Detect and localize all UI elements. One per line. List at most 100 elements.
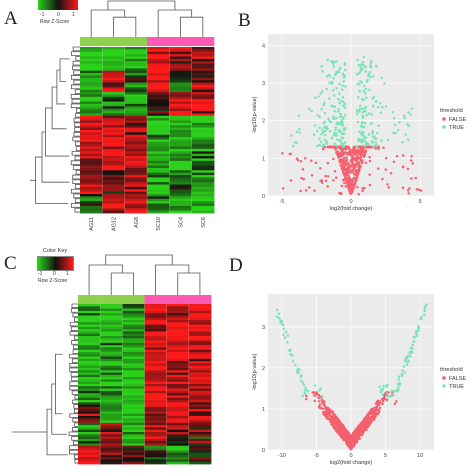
dendrogram-branch — [155, 264, 190, 295]
heatmap-cell — [144, 331, 168, 335]
heatmap-cell — [169, 137, 193, 140]
point-false — [419, 189, 423, 192]
heatmap-cell — [166, 445, 190, 449]
heatmap-cell — [122, 361, 145, 364]
heatmap-cell — [78, 393, 101, 396]
heatmap-cell — [147, 108, 170, 112]
heatmap-cell — [191, 54, 215, 57]
y-tick-label: 4 — [262, 43, 265, 49]
heatmap-cell — [122, 340, 145, 344]
heatmap-cell — [166, 432, 190, 435]
point-false — [360, 161, 364, 165]
heatmap-cell — [80, 170, 103, 174]
point-true — [364, 87, 368, 91]
heatmap-cell — [191, 158, 215, 162]
heatmap-cell — [147, 96, 170, 100]
point-true — [323, 120, 326, 124]
heatmap-cell — [78, 368, 101, 371]
heatmap-cell — [78, 333, 101, 337]
heatmap-cell — [147, 184, 170, 188]
heatmap-cell — [191, 73, 215, 76]
heatmap-cell — [166, 457, 190, 460]
heatmap-cell — [78, 315, 101, 319]
heatmap-cell — [147, 179, 170, 183]
point-false — [323, 404, 326, 407]
heatmap-cell — [102, 153, 126, 157]
heatmap-cell — [80, 49, 103, 53]
point-false — [340, 155, 343, 158]
heatmap-cell — [169, 56, 193, 60]
heatmap-cell — [78, 436, 101, 440]
point-false — [351, 159, 354, 163]
point-true — [366, 78, 370, 82]
point-true — [372, 95, 376, 99]
heatmap-cell — [169, 201, 193, 204]
dendrogram-branch — [35, 156, 69, 204]
heatmap-cell — [100, 404, 123, 408]
point-false — [382, 146, 385, 150]
heatmap-cell — [144, 441, 168, 444]
point-true — [317, 95, 320, 98]
heatmap-cell — [102, 137, 126, 140]
heatmap-cell — [188, 452, 212, 456]
heatmap-cell — [100, 454, 123, 458]
point-false — [324, 174, 327, 178]
dendrogram-leaf — [72, 312, 78, 318]
point-false — [408, 187, 411, 190]
points-d — [275, 303, 428, 451]
dendrogram-leaf — [70, 372, 78, 377]
heatmap-cell — [191, 115, 215, 119]
x-tick-label: 0 — [349, 199, 352, 205]
point-true — [341, 84, 344, 87]
point-true — [401, 140, 404, 144]
heatmap-cell — [124, 182, 148, 185]
heatmap-cell — [122, 326, 145, 330]
heatmap-cell — [122, 338, 145, 341]
heatmap-cell — [166, 370, 190, 373]
point-true — [335, 86, 338, 90]
point-false — [336, 418, 340, 421]
heatmap-cell — [169, 146, 193, 150]
group-color-group1 — [78, 295, 101, 304]
point-false — [385, 398, 389, 401]
heatmap-cell — [78, 322, 101, 325]
dendrogram-leaf — [73, 404, 78, 409]
point-true — [364, 96, 368, 100]
heatmap-cell — [166, 352, 190, 355]
heatmap-cells-c — [78, 304, 212, 465]
heatmap-cell — [147, 139, 170, 143]
point-false — [345, 170, 348, 174]
point-false — [353, 181, 357, 185]
x-tick-label: -10 — [278, 453, 286, 459]
point-false — [381, 402, 384, 405]
point-false — [341, 431, 345, 435]
heatmap-cell — [144, 377, 168, 380]
point-true — [320, 89, 324, 93]
heatmap-cell — [144, 381, 168, 385]
point-false — [340, 150, 343, 154]
point-true — [321, 70, 324, 73]
point-false — [339, 434, 342, 437]
point-true — [293, 141, 297, 144]
heatmap-cell — [166, 393, 190, 396]
heatmap-cell — [124, 115, 148, 119]
point-false — [351, 157, 354, 160]
heatmap-cell — [191, 82, 215, 86]
point-true — [414, 331, 418, 335]
heatmap-cell — [191, 151, 215, 155]
heatmap-cell — [102, 172, 126, 176]
heatmap-cell — [147, 51, 170, 55]
heatmap-cell — [80, 184, 103, 188]
dendrogram-branch — [110, 272, 134, 295]
dendrogram-leaf — [75, 108, 80, 113]
heatmap-cell — [102, 73, 126, 76]
point-true — [359, 69, 362, 73]
point-false — [327, 145, 331, 149]
point-false — [362, 423, 366, 427]
panel-letter-c: C — [4, 253, 17, 274]
point-false — [333, 420, 337, 423]
heatmap-cell — [188, 448, 212, 451]
dendrogram-leaf — [74, 317, 78, 322]
heatmap-cell — [169, 163, 193, 166]
point-false — [346, 435, 350, 439]
